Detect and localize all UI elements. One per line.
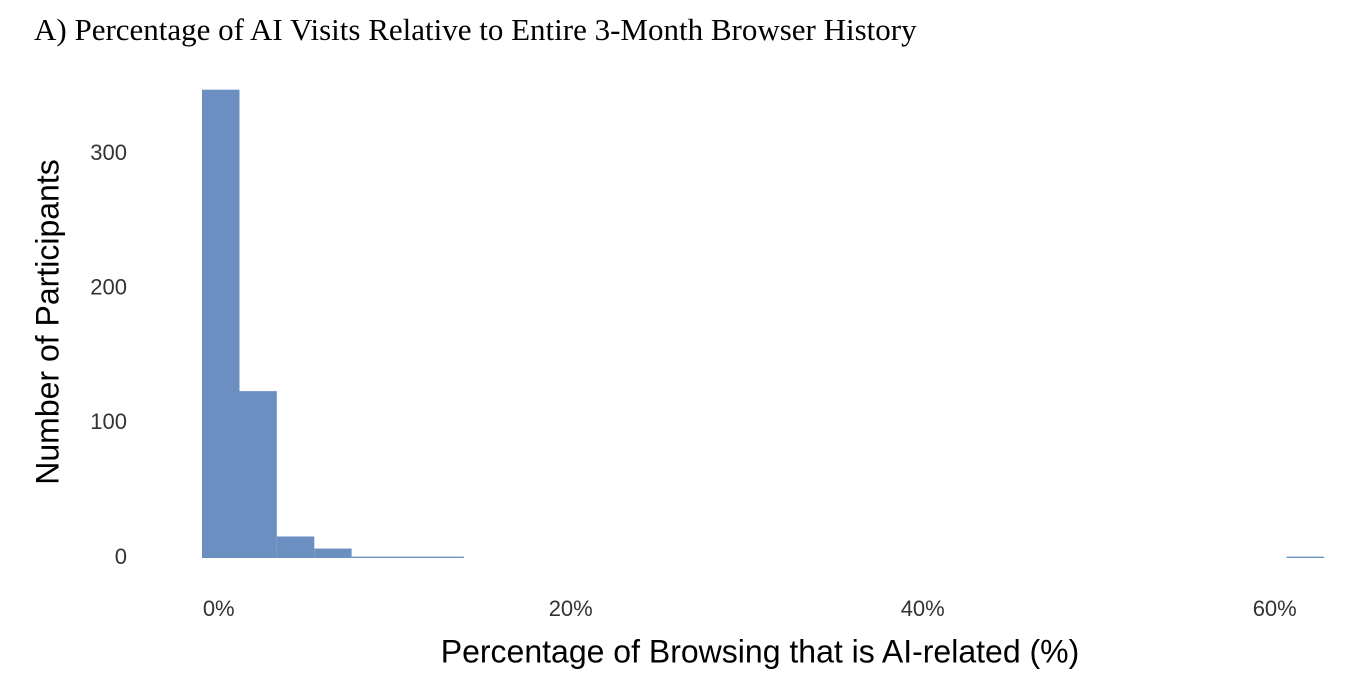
x-tick-label: 20%	[549, 596, 593, 621]
bar	[276, 536, 315, 558]
bar	[426, 556, 464, 558]
bar	[202, 89, 240, 558]
bar	[314, 548, 352, 558]
x-axis-label: Percentage of Browsing that is AI-relate…	[441, 633, 1080, 669]
y-tick-label: 200	[90, 275, 127, 300]
x-tick-label: 40%	[901, 596, 945, 621]
chart-title: A) Percentage of AI Visits Relative to E…	[34, 12, 917, 47]
bar	[239, 391, 277, 558]
x-tick-label: 60%	[1253, 596, 1297, 621]
y-axis-label: Number of Participants	[29, 159, 65, 484]
bar	[351, 556, 390, 558]
bar	[389, 556, 427, 558]
y-tick-label: 100	[90, 409, 127, 434]
bar	[1286, 556, 1324, 558]
y-tick-label: 300	[90, 140, 127, 165]
y-tick-label: 0	[115, 544, 127, 569]
x-tick-label: 0%	[203, 596, 235, 621]
